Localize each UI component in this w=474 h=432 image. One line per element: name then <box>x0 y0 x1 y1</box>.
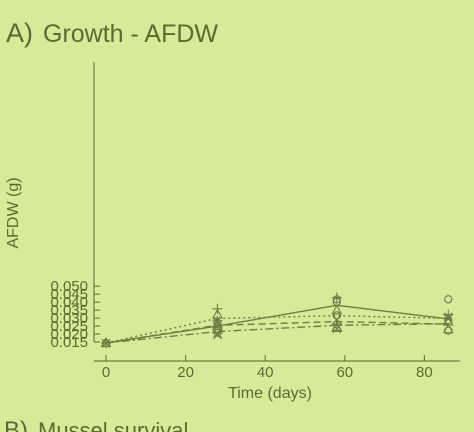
point-triangle <box>212 319 223 331</box>
series-markers <box>100 292 454 349</box>
x-ticks: 0 20 40 60 80 <box>102 355 433 381</box>
y-tick-label: 0.035 <box>50 302 88 319</box>
x-tick-label: 60 <box>336 364 353 381</box>
point-triangle <box>442 323 454 334</box>
y-tick-label: 0.015 <box>50 334 88 351</box>
point-circle <box>444 295 453 304</box>
y-tick-label: 0.030 <box>50 310 88 327</box>
y-tick-label: 0.025 <box>50 318 88 335</box>
panel-a-letter: A) <box>6 18 33 48</box>
series-line-dashdot <box>105 323 449 344</box>
series-line-dashed <box>105 320 449 344</box>
point-cross <box>213 330 222 340</box>
point-cross <box>101 338 111 348</box>
point-triangle <box>331 321 343 333</box>
y-axis-label: AFDW (g) <box>5 177 22 248</box>
panel-b-title: Mussel survival <box>38 418 188 432</box>
y-tick-label: 0.050 <box>50 278 88 295</box>
point-plus <box>443 309 454 320</box>
panel-b-letter: B) <box>4 417 28 432</box>
y-tick-label: 0.040 <box>50 294 88 311</box>
chart-title: Growth - AFDW <box>43 20 218 48</box>
point-triangle <box>331 304 343 315</box>
x-tick-label: 40 <box>257 364 274 381</box>
point-triangle <box>212 323 223 334</box>
x-tick-label: 80 <box>416 364 433 381</box>
series-line-dotted <box>105 314 449 344</box>
y-tick-label: 0.020 <box>50 326 88 343</box>
point-circle <box>332 295 341 304</box>
point-cross <box>332 315 342 325</box>
x-tick-label: 0 <box>102 364 110 381</box>
series-lines <box>105 304 449 344</box>
point-triangle <box>212 317 223 329</box>
y-tick-label: 0.045 <box>50 286 88 303</box>
x-tick-label: 20 <box>177 364 194 381</box>
x-axis-label: Time (days) <box>228 385 312 402</box>
point-triangle <box>100 336 112 348</box>
